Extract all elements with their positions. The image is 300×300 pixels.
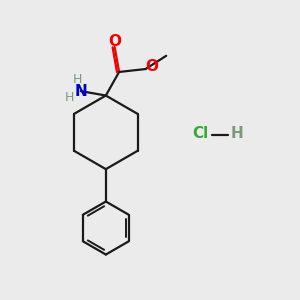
Text: H: H: [72, 74, 82, 86]
Text: Cl: Cl: [192, 126, 208, 141]
Text: O: O: [108, 34, 121, 49]
Text: N: N: [74, 84, 87, 99]
Text: H: H: [65, 91, 74, 104]
Text: H: H: [230, 126, 243, 141]
Text: O: O: [146, 59, 159, 74]
